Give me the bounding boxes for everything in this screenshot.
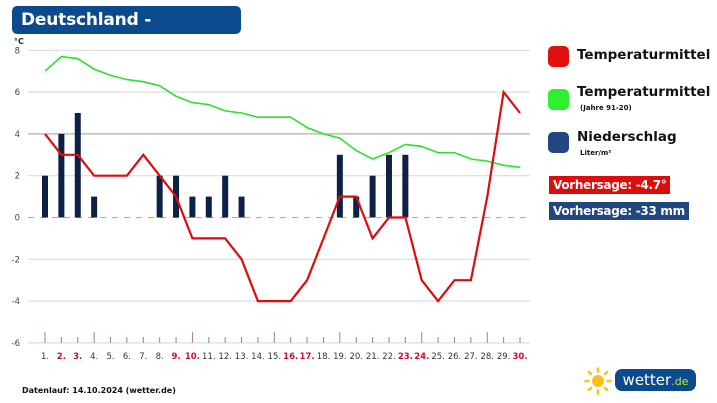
legend-label: Temperaturmittel <box>577 84 711 100</box>
x-tick-label: 1. <box>41 352 49 362</box>
x-tick-label: 5. <box>106 352 114 362</box>
green-swatch-icon <box>548 89 569 110</box>
x-tick-label: 7. <box>139 352 147 362</box>
chart-title: Deutschland - November <box>12 6 241 58</box>
temp-normal-line <box>44 55 521 169</box>
precip-bar <box>58 133 65 218</box>
x-tick-label: 21. <box>366 352 380 362</box>
y-tick-label: -4 <box>12 297 20 307</box>
legend-sublabel: Liter/m² <box>580 149 612 157</box>
precip-bar <box>91 196 98 218</box>
x-tick-label: 12. <box>218 352 232 362</box>
forecast-precip-badge: Vorhersage: -33 mm <box>549 202 689 220</box>
x-tick-label: 22. <box>382 352 396 362</box>
precip-bar <box>385 154 392 218</box>
temp-line <box>44 89 521 303</box>
y-tick-label: 6 <box>15 88 20 98</box>
x-tick-label: 15. <box>268 352 282 362</box>
x-tick-label: 8. <box>156 352 164 362</box>
y-tick-label: 0 <box>15 214 20 224</box>
x-tick-label: 19. <box>333 352 347 362</box>
blue-swatch-icon <box>548 132 569 153</box>
precip-bar <box>74 113 81 218</box>
precip-bar <box>205 196 212 218</box>
x-tick-label: 29. <box>497 352 511 362</box>
x-tick-label: 6. <box>123 352 131 362</box>
x-tick-label: 10. <box>185 352 200 362</box>
precip-bar <box>336 154 343 218</box>
precip-bar <box>156 175 163 218</box>
precip-bar <box>369 175 376 218</box>
red-swatch-icon <box>548 46 569 67</box>
x-tick-label: 3. <box>73 352 82 362</box>
legend-label: Temperaturmittel <box>577 47 711 63</box>
x-tick-label: 25. <box>431 352 445 362</box>
x-tick-label: 27. <box>464 352 478 362</box>
x-tick-label: 26. <box>448 352 462 362</box>
y-tick-label: -2 <box>12 255 20 265</box>
precip-bar <box>189 196 196 218</box>
sun-icon <box>584 367 612 395</box>
precip-bar <box>238 196 245 218</box>
x-tick-label: 16. <box>283 352 298 362</box>
x-tick-label: 9. <box>171 352 180 362</box>
precip-bar <box>42 175 48 218</box>
x-tick-label: 4. <box>90 352 98 362</box>
y-tick-label: 2 <box>15 172 20 182</box>
y-tick-label: -6 <box>12 339 20 349</box>
legend-label: Niederschlag <box>577 129 677 145</box>
x-tick-label: 17. <box>300 352 315 362</box>
x-tick-label: 28. <box>480 352 494 362</box>
y-tick-label: 8 <box>15 46 20 56</box>
x-tick-label: 20. <box>349 352 363 362</box>
x-tick-label: 18. <box>317 352 331 362</box>
forecast-temp-badge: Vorhersage: -4.7° <box>549 176 671 194</box>
precip-bar <box>222 175 229 218</box>
logo-wordmark: wetter.de <box>615 369 696 391</box>
x-tick-label: 23. <box>398 352 413 362</box>
x-tick-label: 13. <box>235 352 249 362</box>
precip-bar <box>353 196 360 218</box>
x-tick-label: 11. <box>202 352 216 362</box>
x-tick-label: 30. <box>512 352 527 362</box>
x-tick-label: 2. <box>57 352 66 362</box>
y-unit-label: °C <box>14 37 24 46</box>
data-run-note: Datenlauf: 14.10.2024 (wetter.de) <box>22 386 176 395</box>
chart-area: °C8 6 4 2 0 -2 -4 -6 1. 2. 3. 4. 5. 6. 7. 8. 9. 10. 11. 12.… <box>12 37 530 362</box>
y-tick-label: 4 <box>15 130 20 140</box>
x-tick-label: 24. <box>414 352 429 362</box>
precip-bar <box>402 154 409 218</box>
legend-sublabel: (Jahre 91-20) <box>580 104 632 112</box>
x-tick-label: 14. <box>251 352 265 362</box>
